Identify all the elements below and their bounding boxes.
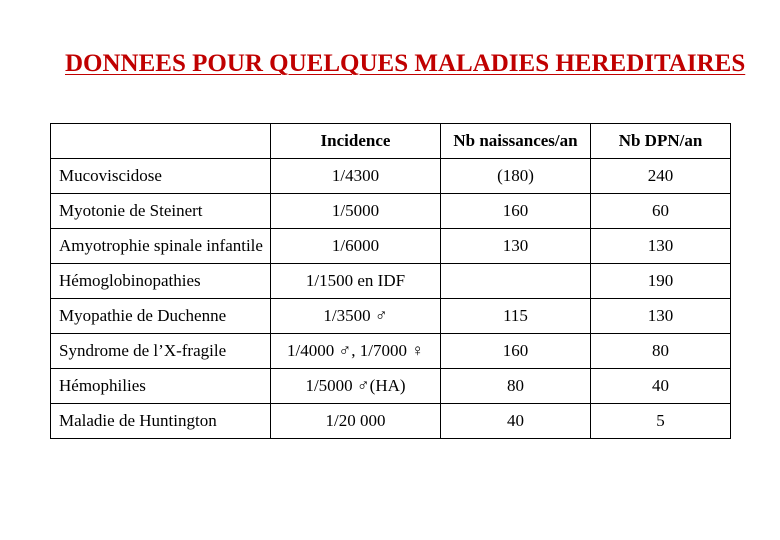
cell-incidence: 1/20 000 bbox=[271, 404, 441, 439]
diseases-table: Incidence Nb naissances/an Nb DPN/an Muc… bbox=[50, 123, 731, 439]
col-header-dpn: Nb DPN/an bbox=[591, 124, 731, 159]
cell-incidence: 1/5000 bbox=[271, 194, 441, 229]
cell-disease: Syndrome de l’X-fragile bbox=[51, 334, 271, 369]
cell-incidence: 1/4300 bbox=[271, 159, 441, 194]
cell-dpn: 5 bbox=[591, 404, 731, 439]
table-row: Syndrome de l’X-fragile 1/4000 ♂, 1/7000… bbox=[51, 334, 731, 369]
cell-births: 160 bbox=[441, 194, 591, 229]
cell-births bbox=[441, 264, 591, 299]
slide: DONNEES POUR QUELQUES MALADIES HEREDITAI… bbox=[0, 0, 780, 540]
cell-births: 160 bbox=[441, 334, 591, 369]
table-row: Myotonie de Steinert 1/5000 160 60 bbox=[51, 194, 731, 229]
cell-births: 115 bbox=[441, 299, 591, 334]
cell-dpn: 60 bbox=[591, 194, 731, 229]
cell-disease: Hémophilies bbox=[51, 369, 271, 404]
cell-dpn: 130 bbox=[591, 229, 731, 264]
cell-disease: Amyotrophie spinale infantile bbox=[51, 229, 271, 264]
cell-incidence: 1/6000 bbox=[271, 229, 441, 264]
cell-dpn: 130 bbox=[591, 299, 731, 334]
cell-incidence: 1/3500 ♂ bbox=[271, 299, 441, 334]
cell-dpn: 40 bbox=[591, 369, 731, 404]
col-header-disease bbox=[51, 124, 271, 159]
table-row: Mucoviscidose 1/4300 (180) 240 bbox=[51, 159, 731, 194]
cell-dpn: 190 bbox=[591, 264, 731, 299]
table-header-row: Incidence Nb naissances/an Nb DPN/an bbox=[51, 124, 731, 159]
table-row: Maladie de Huntington 1/20 000 40 5 bbox=[51, 404, 731, 439]
cell-incidence: 1/5000 ♂(HA) bbox=[271, 369, 441, 404]
cell-disease: Myotonie de Steinert bbox=[51, 194, 271, 229]
col-header-incidence: Incidence bbox=[271, 124, 441, 159]
cell-births: (180) bbox=[441, 159, 591, 194]
cell-disease: Myopathie de Duchenne bbox=[51, 299, 271, 334]
cell-births: 130 bbox=[441, 229, 591, 264]
cell-incidence: 1/1500 en IDF bbox=[271, 264, 441, 299]
cell-incidence: 1/4000 ♂, 1/7000 ♀ bbox=[271, 334, 441, 369]
cell-dpn: 240 bbox=[591, 159, 731, 194]
table-row: Hémoglobinopathies 1/1500 en IDF 190 bbox=[51, 264, 731, 299]
col-header-births: Nb naissances/an bbox=[441, 124, 591, 159]
table-row: Myopathie de Duchenne 1/3500 ♂ 115 130 bbox=[51, 299, 731, 334]
table-row: Amyotrophie spinale infantile 1/6000 130… bbox=[51, 229, 731, 264]
cell-births: 40 bbox=[441, 404, 591, 439]
cell-disease: Mucoviscidose bbox=[51, 159, 271, 194]
cell-disease: Hémoglobinopathies bbox=[51, 264, 271, 299]
cell-dpn: 80 bbox=[591, 334, 731, 369]
cell-disease: Maladie de Huntington bbox=[51, 404, 271, 439]
table-row: Hémophilies 1/5000 ♂(HA) 80 40 bbox=[51, 369, 731, 404]
page-title: DONNEES POUR QUELQUES MALADIES HEREDITAI… bbox=[65, 50, 730, 78]
cell-births: 80 bbox=[441, 369, 591, 404]
